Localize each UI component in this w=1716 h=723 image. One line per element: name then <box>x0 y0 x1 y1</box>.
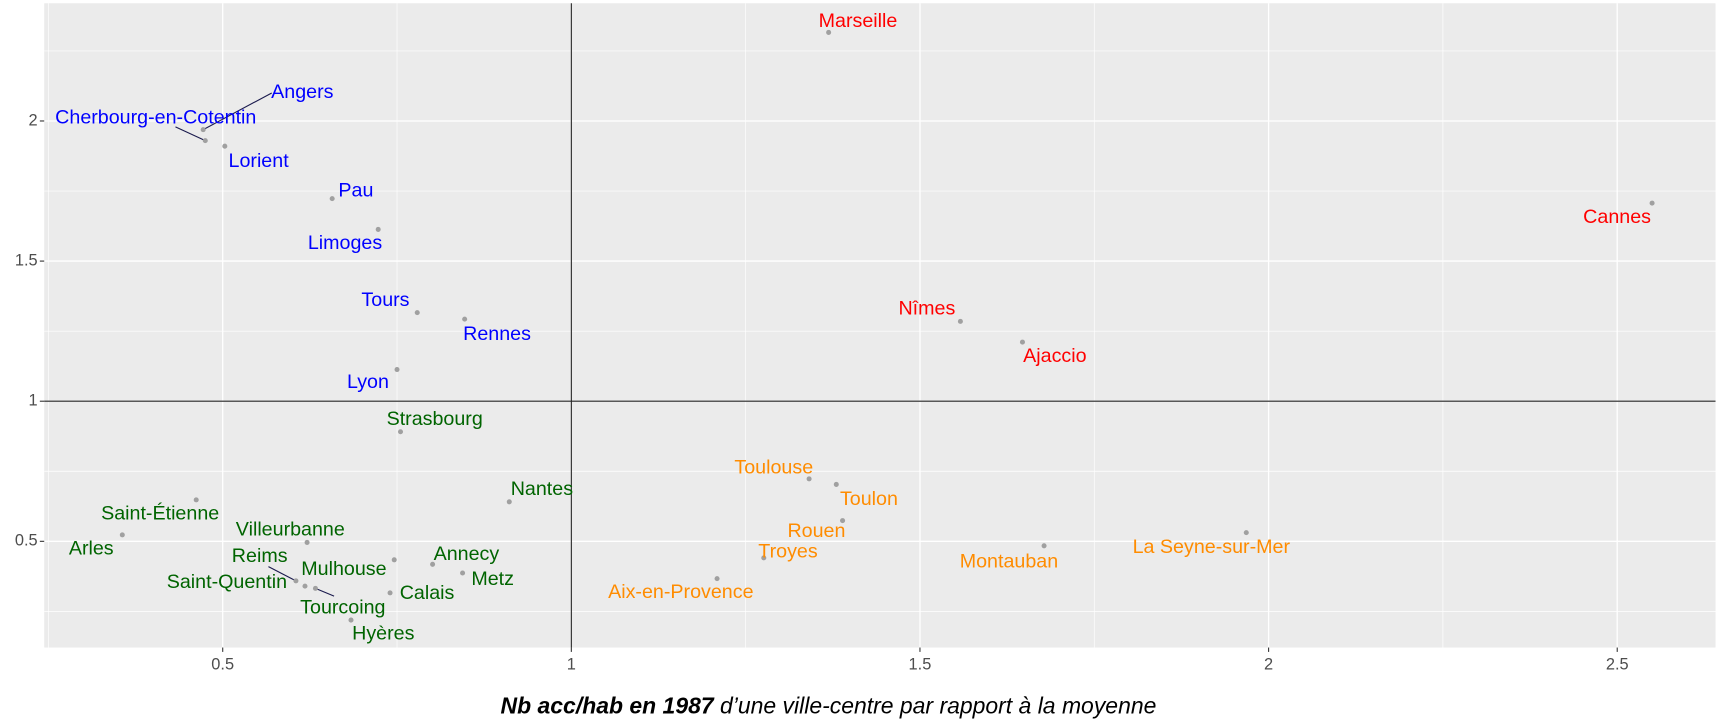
point <box>302 583 308 589</box>
point-label: Marseille <box>819 10 898 32</box>
x-tick-label: 0.5 <box>211 655 234 673</box>
point <box>202 138 208 144</box>
point-label: Villeurbanne <box>236 519 345 541</box>
point-label: Cannes <box>1583 206 1651 228</box>
point <box>806 476 812 482</box>
plot-background <box>44 3 1716 648</box>
point <box>462 316 468 322</box>
point <box>193 497 199 503</box>
point-label: Arles <box>69 537 114 559</box>
point <box>833 481 839 487</box>
label-leader <box>315 587 335 597</box>
point <box>1649 200 1655 206</box>
point <box>293 578 299 584</box>
point <box>714 576 720 582</box>
point-label: Metz <box>471 568 514 590</box>
point-label: Tours <box>361 289 409 311</box>
point-label: Ajaccio <box>1023 345 1086 367</box>
point <box>387 590 393 596</box>
point <box>761 555 767 561</box>
point-label: Mulhouse <box>301 558 386 580</box>
point-label: Aix-en-Provence <box>608 581 753 603</box>
point <box>957 318 963 324</box>
point <box>1243 530 1249 536</box>
point <box>1019 339 1025 345</box>
point-label: Toulon <box>840 488 898 510</box>
point <box>826 29 832 35</box>
x-tick-label: 1 <box>567 655 576 673</box>
point-label: Angers <box>271 81 333 103</box>
point-label: Montauban <box>960 550 1058 572</box>
point-label: Nantes <box>511 478 573 500</box>
point-label: La Seyne-sur-Mer <box>1133 536 1291 558</box>
point-label: Toulouse <box>734 456 813 478</box>
point <box>414 310 420 316</box>
point <box>329 196 335 202</box>
point-label: Lorient <box>229 150 290 172</box>
point-label: Cherbourg-en-Cotentin <box>55 106 256 128</box>
x-tick-label: 2 <box>1264 655 1273 673</box>
point-label: Tourcoing <box>300 596 385 618</box>
point-label: Strasbourg <box>387 408 483 430</box>
point-label: Saint-Quentin <box>167 571 287 593</box>
point <box>200 127 206 133</box>
point <box>119 532 125 538</box>
point <box>506 499 512 505</box>
point <box>394 367 400 373</box>
point-label: Nîmes <box>898 298 955 320</box>
point-label: Annecy <box>434 543 500 565</box>
x-tick-label: 1.5 <box>909 655 932 673</box>
point-label: Reims <box>232 545 288 567</box>
y-tick-label: 1.5 <box>15 251 38 269</box>
point <box>460 570 466 576</box>
y-tick-label: 2 <box>29 111 38 129</box>
point <box>397 429 404 435</box>
point-label: Limoges <box>308 232 383 254</box>
point <box>348 617 354 623</box>
x-axis-title: Nb acc/hab en 1987 d’une ville-centre pa… <box>501 693 1157 719</box>
point-label: Saint-Étienne <box>101 501 219 524</box>
x-tick-label: 2.5 <box>1606 655 1629 673</box>
point-label: Calais <box>400 582 455 604</box>
point-label: Pau <box>338 180 373 202</box>
point-label: Rouen <box>787 520 845 542</box>
point <box>391 557 397 563</box>
label-leader <box>175 126 206 142</box>
point <box>304 539 310 545</box>
point <box>312 585 318 591</box>
x-axis-title-rest: d’une ville-centre par rapport à la moye… <box>720 693 1156 719</box>
point <box>375 226 381 232</box>
point <box>1041 543 1047 549</box>
point <box>840 518 846 524</box>
x-axis-title-bold: Nb acc/hab en 1987 <box>501 693 715 719</box>
point-label: Rennes <box>463 323 531 345</box>
point <box>430 561 436 567</box>
label-leader <box>202 92 272 131</box>
point-label: Troyes <box>758 541 818 563</box>
y-tick-label: 0.5 <box>15 532 38 550</box>
label-leader <box>268 566 297 582</box>
point-label: Lyon <box>347 371 389 393</box>
point-label: Hyères <box>352 623 414 645</box>
point <box>222 143 228 149</box>
y-tick-label: 1 <box>29 392 38 410</box>
